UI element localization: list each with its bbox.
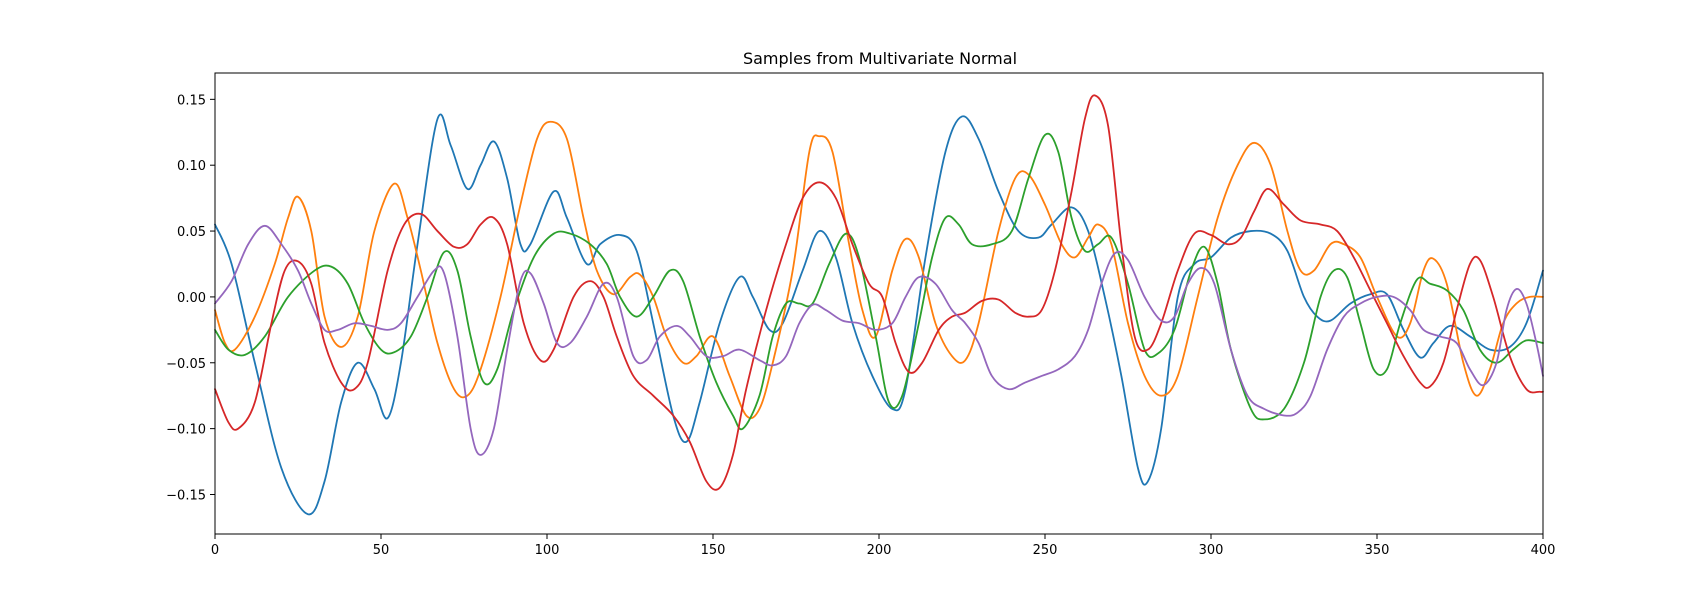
series-line-5 [214, 224, 1544, 456]
x-tick-label: 100 [535, 543, 560, 558]
x-tick-label: 300 [1199, 543, 1224, 558]
series-line-3 [214, 132, 1544, 431]
y-axis: −0.15 −0.10 −0.05 0.00 0.05 0.10 0.15 [166, 93, 215, 503]
x-tick-label: 350 [1365, 543, 1390, 558]
series-line-1 [214, 113, 1544, 516]
y-tick-label: −0.05 [166, 357, 206, 372]
x-tick-label: 250 [1033, 543, 1058, 558]
y-tick-label: 0.00 [177, 291, 206, 306]
y-tick-label: −0.15 [166, 488, 206, 503]
series-line-4 [214, 94, 1544, 491]
x-tick-label: 0 [211, 543, 219, 558]
x-tick-label: 150 [701, 543, 726, 558]
x-tick-label: 200 [867, 543, 892, 558]
y-tick-label: 0.15 [177, 93, 206, 108]
y-tick-label: 0.05 [177, 225, 206, 240]
series-group [214, 94, 1544, 516]
x-tick-label: 50 [373, 543, 390, 558]
chart-title: Samples from Multivariate Normal [743, 49, 1017, 68]
series-line-2 [214, 120, 1544, 420]
y-tick-label: 0.10 [177, 159, 206, 174]
x-tick-label: 400 [1531, 543, 1556, 558]
x-axis: 0 50 100 150 200 250 300 350 400 [211, 534, 1556, 558]
y-tick-label: −0.10 [166, 423, 206, 438]
